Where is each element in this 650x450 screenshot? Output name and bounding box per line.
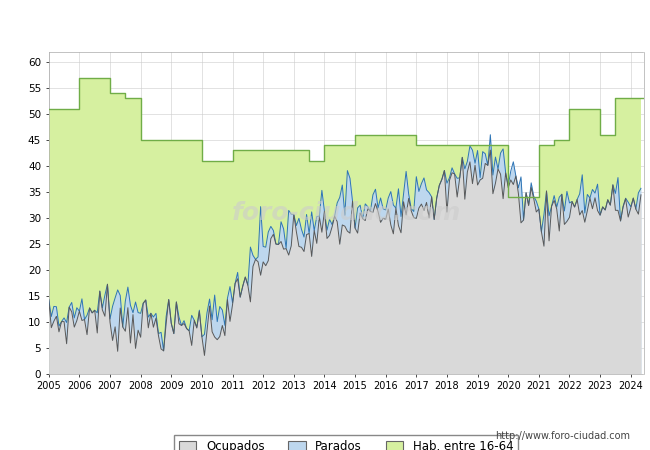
Legend: Ocupados, Parados, Hab. entre 16-64: Ocupados, Parados, Hab. entre 16-64 — [174, 435, 518, 450]
Text: foro-ciudad.com: foro-ciudad.com — [231, 201, 461, 225]
Text: http://www.foro-ciudad.com: http://www.foro-ciudad.com — [495, 431, 630, 441]
Text: Villadoz - Evolucion de la poblacion en edad de Trabajar Mayo de 2024: Villadoz - Evolucion de la poblacion en … — [89, 17, 561, 30]
